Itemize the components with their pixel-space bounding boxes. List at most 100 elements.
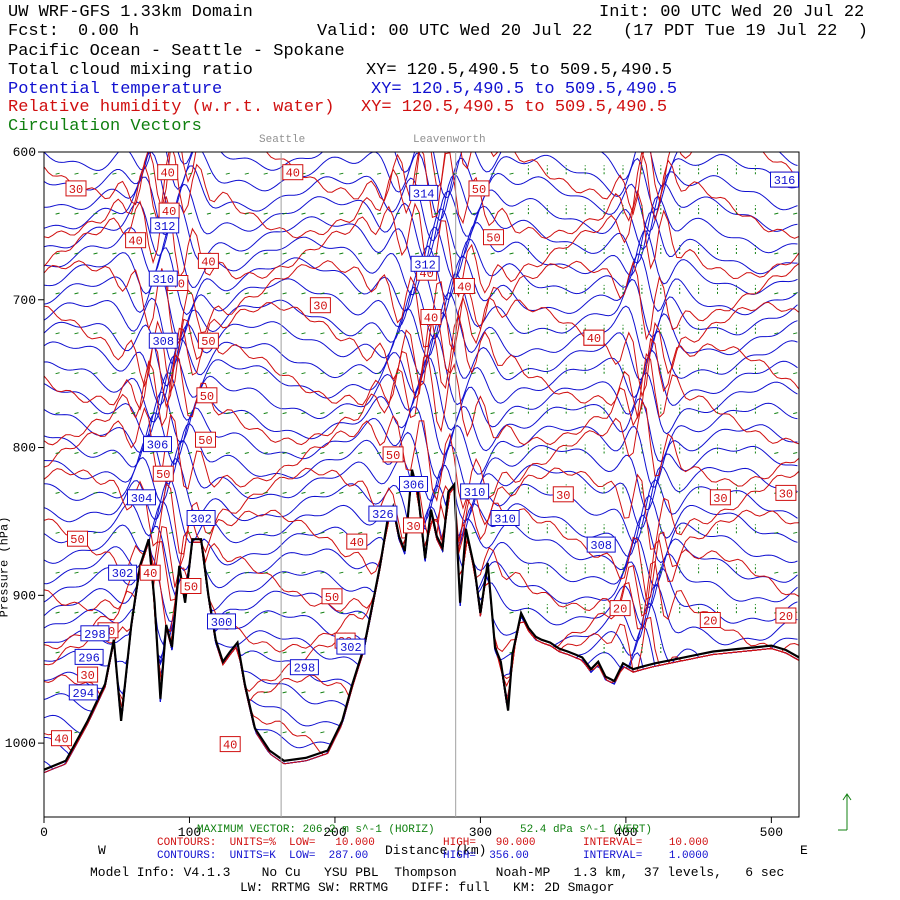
theta-label: 302 [108,564,138,581]
rh-label-box [709,489,731,506]
circulation-vector [150,531,155,534]
circulation-vector [376,292,382,295]
theta-label-box [127,489,156,506]
circulation-vector [225,252,230,255]
theta-label-text: 302 [190,513,212,527]
circulation-vector [150,412,155,415]
circulation-vector [112,412,117,415]
rh-contour [44,152,799,216]
circulation-vector [187,212,193,215]
rh-contour [44,152,799,240]
circulation-vector [168,412,174,415]
rh-label: 50 [67,530,88,547]
valid-time: Valid: 00 UTC Wed 20 Jul 22 (17 PDT Tue … [317,22,868,41]
rh-label-text: 50 [201,335,215,349]
circulation-vector [433,412,439,415]
rh-label: 30 [309,297,331,314]
circulation-vector [282,571,287,574]
rh-contour [44,260,799,353]
circulation-vector [471,332,476,335]
circulation-vector [168,452,174,454]
field-cloud: Total cloud mixing ratio [8,61,253,80]
rh-label-box [197,252,219,269]
circulation-vector [55,252,60,255]
circulation-vector [358,372,363,375]
rh-label: 30 [403,517,424,534]
theta-label-text: 316 [774,174,796,188]
circulation-vector [414,252,420,255]
rh-label: 50 [483,229,504,246]
theta-label-text: 306 [147,439,169,453]
circulation-vector [301,491,306,494]
circulation-vector [471,212,476,215]
rh-label-text: 40 [201,255,215,269]
rh-label-box [420,309,442,325]
circulation-vector [282,452,287,454]
circulation-vector [131,332,136,335]
circulation-vector [168,571,174,574]
circulation-vector [339,452,344,454]
rh-label-text: 20 [613,603,627,617]
theta-label: 302 [186,510,216,527]
circulation-vector [339,531,344,534]
circulation-vector [358,172,363,175]
circulation-vector [339,491,344,494]
circulation-vector [55,651,60,654]
circulation-vector [74,412,79,415]
rh-label-text: 30 [713,492,727,506]
circulation-vector [774,252,779,255]
circulation-vector [74,611,79,614]
circulation-vector [263,531,268,534]
rh-label-text: 20 [779,610,793,624]
theta-label-box [207,613,236,630]
circulation-vector [301,531,306,534]
theta-label-text: 308 [590,539,612,553]
circulation-vector [301,252,306,255]
theta-label-text: 302 [112,567,134,581]
circulation-vector [206,292,212,295]
rh-label-text: 50 [198,434,212,448]
theta-label-text: 310 [152,273,174,287]
rh-label-box [468,180,490,197]
rh-label-box [196,387,218,404]
theta-label: 304 [127,489,156,506]
circulation-vector [395,332,401,335]
circulation-vector [301,292,306,295]
circulation-vector [74,452,79,454]
circulation-vector [376,412,382,415]
circulation-vector [112,611,117,614]
circulation-vector [150,212,155,215]
circulation-vector [93,452,98,454]
rh-label: 50 [180,578,202,595]
circulation-vector [509,571,514,574]
circulation-vector [376,372,382,375]
rh-label: 50 [382,446,404,463]
rh-label-box [453,278,475,294]
circulation-vector [131,172,136,175]
circulation-vector [339,691,344,694]
theta-label-box [148,270,178,287]
circulation-vector [433,292,439,295]
circulation-vector [793,531,798,534]
rh-label-box [219,736,241,753]
circulation-vector [131,252,136,255]
circulation-vector [301,611,306,614]
circulation-vector [112,172,117,175]
circulation-vector [168,531,174,534]
circulation-vector [282,292,287,295]
circulation-vector [112,452,117,454]
theta-label: 298 [80,625,110,642]
circulation-vector [774,212,779,215]
circulation-vector [225,531,230,534]
circulation-vector [263,651,268,654]
theta-label: 312 [150,217,180,234]
circulation-vector [490,412,495,415]
circulation-vector [131,212,136,215]
rh-label: 50 [196,387,218,404]
circulation-vector [112,292,117,295]
circulation-vector [793,412,798,415]
circulation-vector [395,172,401,175]
circulation-vector [414,412,420,415]
circulation-vector [263,172,268,175]
theta-label-box [143,436,172,453]
